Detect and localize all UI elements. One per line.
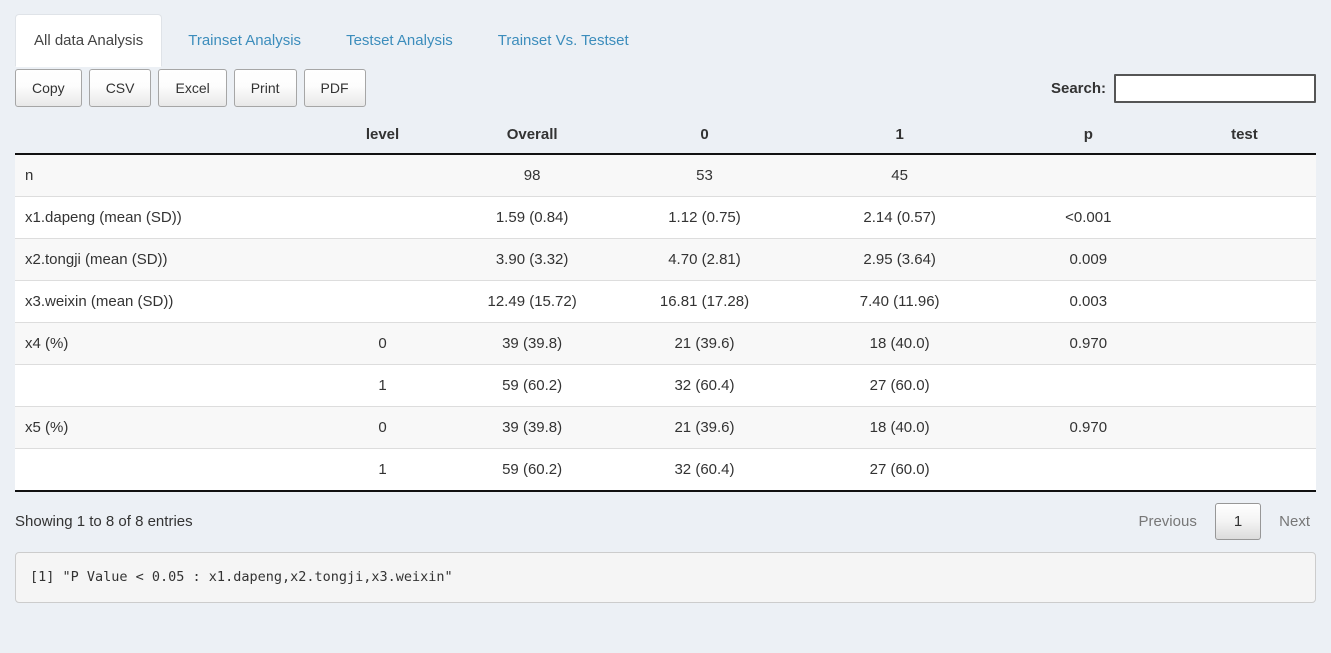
export-button-group: Copy CSV Excel Print PDF: [15, 69, 373, 107]
cell-p: 0.970: [1003, 322, 1173, 365]
cell-level: [314, 196, 451, 239]
summary-table: level Overall 0 1 p test n 98 53 45 x1.d…: [15, 115, 1316, 492]
cell-overall: 59 (60.2): [450, 448, 614, 492]
pdf-button[interactable]: PDF: [303, 69, 366, 107]
table-header: level Overall 0 1 p test: [15, 115, 1316, 155]
header-row: level Overall 0 1 p test: [15, 115, 1316, 155]
table-row: x4 (%) 0 39 (39.8) 21 (39.6) 18 (40.0) 0…: [15, 322, 1316, 365]
cell-test: [1172, 406, 1316, 449]
csv-button[interactable]: CSV: [88, 69, 152, 107]
cell-group1: 2.95 (3.64): [795, 238, 1004, 281]
column-header-p: p: [1003, 115, 1173, 155]
cell-group1: 18 (40.0): [795, 322, 1004, 365]
column-header-test: test: [1172, 115, 1316, 155]
cell-test: [1172, 448, 1316, 492]
cell-group0: 32 (60.4): [613, 448, 796, 492]
cell-p: [1003, 364, 1173, 407]
table-row: x5 (%) 0 39 (39.8) 21 (39.6) 18 (40.0) 0…: [15, 406, 1316, 449]
cell-level: 1: [314, 364, 451, 407]
column-header-overall: Overall: [450, 115, 614, 155]
cell-test: [1172, 280, 1316, 323]
tab-trainset-analysis[interactable]: Trainset Analysis: [188, 32, 302, 49]
cell-p: <0.001: [1003, 196, 1173, 239]
cell-overall: 12.49 (15.72): [450, 280, 614, 323]
console-output: [1] "P Value < 0.05 : x1.dapeng,x2.tongj…: [15, 552, 1316, 603]
column-header-1: 1: [795, 115, 1004, 155]
page-1-button[interactable]: 1: [1214, 503, 1262, 540]
cell-level: 1: [314, 448, 451, 492]
table-row: x1.dapeng (mean (SD)) 1.59 (0.84) 1.12 (…: [15, 196, 1316, 239]
cell-group1: 27 (60.0): [795, 364, 1004, 407]
column-header-0: 0: [613, 115, 796, 155]
cell-level: 0: [314, 322, 451, 365]
cell-p: 0.003: [1003, 280, 1173, 323]
cell-rowname: n: [25, 167, 34, 184]
cell-group0: 16.81 (17.28): [613, 280, 796, 323]
cell-level: [314, 238, 451, 281]
cell-rowname: x5 (%): [15, 406, 315, 449]
table-row: 1 59 (60.2) 32 (60.4) 27 (60.0): [15, 364, 1316, 407]
cell-group1: 2.14 (0.57): [795, 196, 1004, 239]
excel-button[interactable]: Excel: [158, 69, 227, 107]
table-row: n 98 53 45: [15, 154, 1316, 197]
search-input[interactable]: [1114, 73, 1316, 103]
previous-button[interactable]: Previous: [1138, 513, 1197, 530]
table-row: x3.weixin (mean (SD)) 12.49 (15.72) 16.8…: [15, 280, 1316, 323]
cell-overall: 1.59 (0.84): [450, 196, 614, 239]
cell-test: [1172, 322, 1316, 365]
tab-testset-analysis[interactable]: Testset Analysis: [346, 32, 453, 49]
app-page: All data Analysis Trainset Analysis Test…: [15, 14, 1316, 603]
table-row: x2.tongji (mean (SD)) 3.90 (3.32) 4.70 (…: [15, 238, 1316, 281]
cell-overall: 59 (60.2): [450, 364, 614, 407]
print-button[interactable]: Print: [233, 69, 297, 107]
column-header-rowname: [15, 115, 315, 155]
cell-rowname: x1.dapeng (mean (SD)): [15, 196, 315, 239]
search-area: Search:: [1050, 73, 1316, 103]
cell-overall: 3.90 (3.32): [450, 238, 614, 281]
tab-trainset-vs-testset[interactable]: Trainset Vs. Testset: [497, 32, 629, 49]
cell-test: [1172, 238, 1316, 281]
cell-overall: 98: [523, 167, 541, 184]
table-toolbar: Copy CSV Excel Print PDF Search:: [15, 69, 1316, 107]
tab-all-data-analysis[interactable]: All data Analysis: [15, 14, 163, 67]
cell-overall: 39 (39.8): [450, 406, 614, 449]
cell-rowname: x3.weixin (mean (SD)): [15, 280, 315, 323]
search-label: Search:: [1050, 79, 1106, 97]
table-row: 1 59 (60.2) 32 (60.4) 27 (60.0): [15, 448, 1316, 492]
cell-level: 0: [314, 406, 451, 449]
cell-group1: 7.40 (11.96): [795, 280, 1004, 323]
table-body: n 98 53 45 x1.dapeng (mean (SD)) 1.59 (0…: [15, 154, 1316, 492]
cell-rowname: [15, 448, 315, 492]
next-button[interactable]: Next: [1279, 513, 1310, 530]
pagination: Previous 1 Next: [1132, 503, 1316, 540]
cell-overall: 39 (39.8): [450, 322, 614, 365]
cell-group0: 32 (60.4): [613, 364, 796, 407]
cell-p: 0.009: [1003, 238, 1173, 281]
cell-p: [1003, 448, 1173, 492]
column-header-level: level: [314, 115, 451, 155]
entries-info: Showing 1 to 8 of 8 entries: [15, 513, 193, 530]
copy-button[interactable]: Copy: [15, 69, 82, 107]
cell-group1: 27 (60.0): [795, 448, 1004, 492]
cell-p: 0.970: [1003, 406, 1173, 449]
cell-rowname: [15, 364, 315, 407]
cell-group0: 1.12 (0.75): [613, 196, 796, 239]
cell-p: [1004, 154, 1173, 197]
cell-level: [314, 280, 451, 323]
cell-test: [1172, 196, 1316, 239]
cell-group0: 53: [696, 167, 713, 184]
cell-group0: 21 (39.6): [613, 322, 796, 365]
cell-group0: 4.70 (2.81): [613, 238, 796, 281]
cell-test: [1173, 154, 1316, 197]
cell-group1: 18 (40.0): [795, 406, 1004, 449]
cell-level: [314, 154, 451, 197]
tab-bar: All data Analysis Trainset Analysis Test…: [15, 14, 1316, 67]
cell-group0: 21 (39.6): [613, 406, 796, 449]
cell-rowname: x2.tongji (mean (SD)): [15, 238, 315, 281]
cell-group1: 45: [891, 167, 908, 184]
cell-rowname: x4 (%): [15, 322, 315, 365]
cell-test: [1172, 364, 1316, 407]
table-footer: Showing 1 to 8 of 8 entries Previous 1 N…: [15, 503, 1316, 540]
